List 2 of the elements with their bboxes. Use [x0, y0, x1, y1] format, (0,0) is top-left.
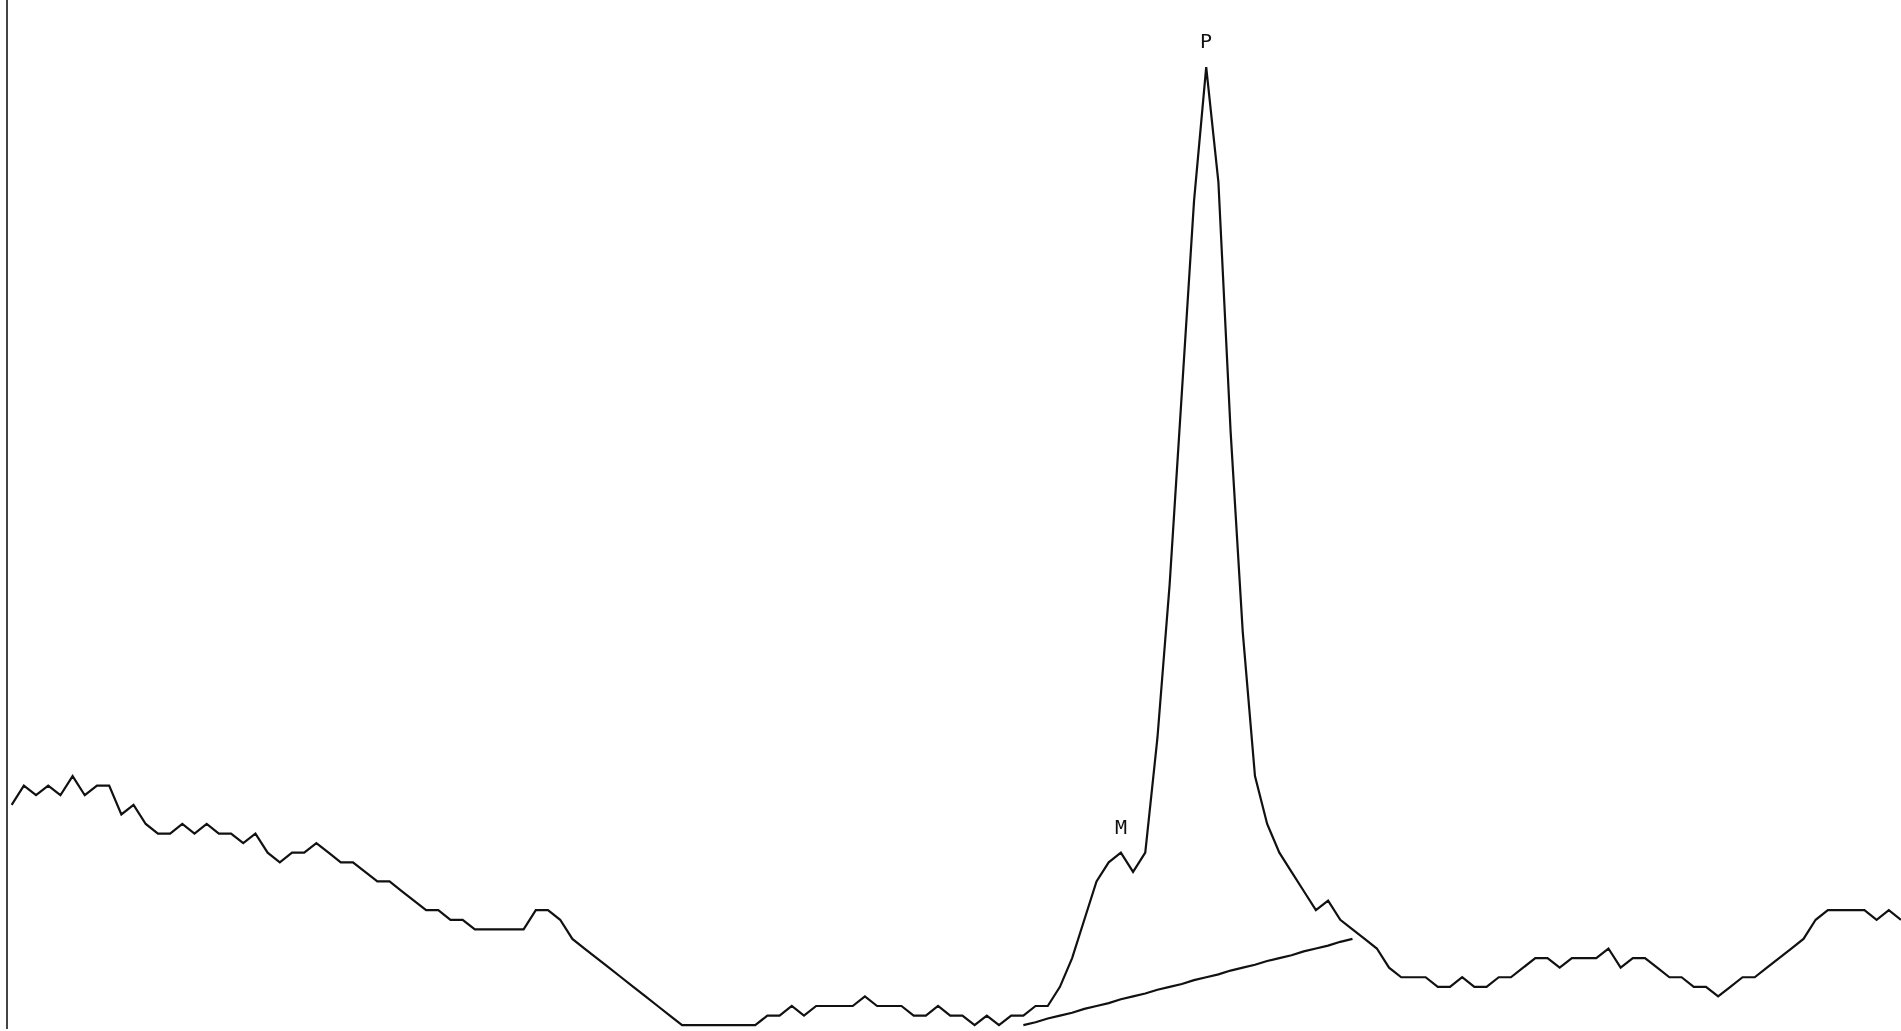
annotation: P: [1200, 29, 1213, 53]
annotation: M: [1115, 815, 1128, 839]
